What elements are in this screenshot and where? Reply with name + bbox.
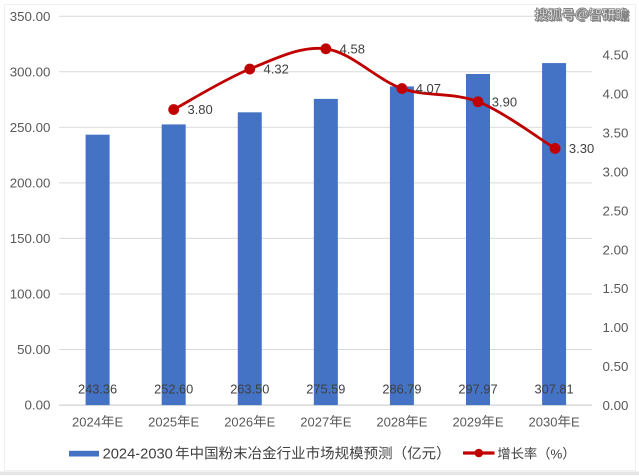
svg-text:100.00: 100.00: [10, 287, 51, 302]
svg-text:0.50: 0.50: [603, 359, 629, 374]
svg-text:350.00: 350.00: [10, 9, 51, 24]
svg-text:2029: 2029: [452, 414, 481, 429]
svg-text:4.00: 4.00: [603, 87, 629, 102]
svg-text:50.00: 50.00: [17, 342, 50, 357]
svg-text:2.50: 2.50: [603, 203, 629, 218]
svg-text:2024-2030: 2024-2030: [103, 446, 173, 462]
svg-text:2025: 2025: [148, 414, 177, 429]
svg-text:E: E: [571, 414, 580, 429]
svg-text:307.81: 307.81: [535, 381, 574, 396]
svg-text:E: E: [267, 414, 276, 429]
svg-text:4.07: 4.07: [416, 81, 441, 96]
svg-text:E: E: [419, 414, 428, 429]
svg-text:275.59: 275.59: [306, 381, 345, 396]
svg-text:252.60: 252.60: [154, 381, 193, 396]
svg-text:286.79: 286.79: [382, 381, 421, 396]
svg-text:200.00: 200.00: [10, 175, 51, 190]
svg-text:3.30: 3.30: [569, 141, 594, 156]
svg-text:3.50: 3.50: [603, 125, 629, 140]
svg-text:300.00: 300.00: [10, 64, 51, 79]
svg-text:3.90: 3.90: [492, 94, 517, 109]
svg-text:297.97: 297.97: [458, 381, 497, 396]
svg-text:2028: 2028: [376, 414, 405, 429]
svg-text:2027: 2027: [300, 414, 329, 429]
svg-text:E: E: [114, 414, 123, 429]
svg-text:E: E: [495, 414, 504, 429]
svg-text:3.80: 3.80: [187, 102, 212, 117]
svg-text:%: %: [551, 446, 563, 461]
svg-text:263.50: 263.50: [230, 381, 269, 396]
svg-text:0.00: 0.00: [603, 398, 629, 413]
svg-text:243.36: 243.36: [78, 381, 117, 396]
svg-text:0.00: 0.00: [25, 398, 51, 413]
svg-text:1.50: 1.50: [603, 281, 629, 296]
svg-text:2030: 2030: [529, 414, 558, 429]
svg-text:E: E: [343, 414, 352, 429]
svg-text:150.00: 150.00: [10, 231, 51, 246]
svg-text:E: E: [191, 414, 200, 429]
svg-text:2.00: 2.00: [603, 242, 629, 257]
svg-text:2026: 2026: [224, 414, 253, 429]
svg-text:250.00: 250.00: [10, 120, 51, 135]
svg-text:4.58: 4.58: [340, 41, 365, 56]
svg-text:4.32: 4.32: [264, 62, 289, 77]
svg-text:4.50: 4.50: [603, 48, 629, 63]
svg-text:1.00: 1.00: [603, 320, 629, 335]
svg-text:2024: 2024: [72, 414, 101, 429]
svg-text:3.00: 3.00: [603, 164, 629, 179]
